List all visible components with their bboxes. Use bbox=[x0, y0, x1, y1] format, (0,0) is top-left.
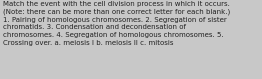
Text: Match the event with the cell division process in which it occurs.
(Note: there : Match the event with the cell division p… bbox=[3, 1, 230, 46]
